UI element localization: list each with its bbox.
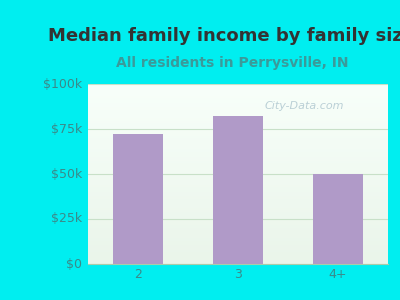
- Text: $75k: $75k: [51, 122, 82, 136]
- Text: City-Data.com: City-Data.com: [264, 100, 344, 111]
- Text: Median family income by family size: Median family income by family size: [48, 27, 400, 45]
- Text: $50k: $50k: [51, 167, 82, 181]
- Bar: [213, 116, 263, 264]
- Bar: [113, 134, 163, 264]
- Text: All residents in Perrysville, IN: All residents in Perrysville, IN: [116, 56, 348, 70]
- Text: $25k: $25k: [51, 212, 82, 226]
- Text: $0: $0: [66, 257, 82, 271]
- Text: $100k: $100k: [43, 77, 82, 91]
- Bar: [313, 174, 363, 264]
